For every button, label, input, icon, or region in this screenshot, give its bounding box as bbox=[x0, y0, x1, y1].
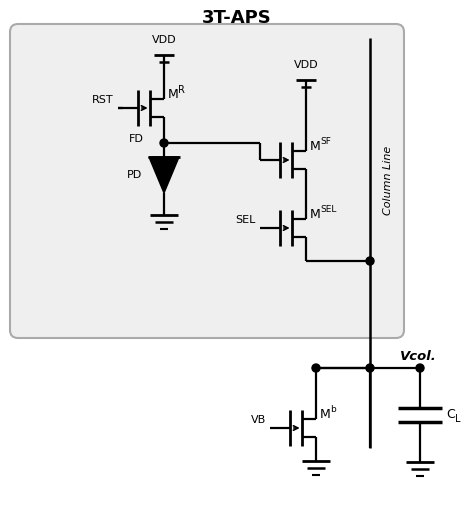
Text: VB: VB bbox=[251, 415, 266, 425]
Polygon shape bbox=[149, 157, 179, 193]
Text: FD: FD bbox=[129, 134, 144, 144]
Text: M: M bbox=[320, 408, 331, 420]
Text: b: b bbox=[330, 404, 336, 413]
Text: Column Line: Column Line bbox=[383, 145, 393, 214]
Circle shape bbox=[312, 364, 320, 372]
Text: M: M bbox=[310, 208, 321, 221]
Text: R: R bbox=[178, 85, 185, 95]
FancyBboxPatch shape bbox=[10, 24, 404, 338]
Text: M: M bbox=[168, 88, 179, 100]
Text: Vcol.: Vcol. bbox=[400, 350, 437, 363]
Text: 3T-APS: 3T-APS bbox=[202, 9, 272, 27]
Circle shape bbox=[416, 364, 424, 372]
Text: VDD: VDD bbox=[294, 60, 319, 70]
Text: C: C bbox=[446, 409, 455, 421]
Circle shape bbox=[366, 364, 374, 372]
Circle shape bbox=[160, 139, 168, 147]
Text: RST: RST bbox=[92, 95, 114, 105]
Text: VDD: VDD bbox=[152, 35, 176, 45]
Text: M: M bbox=[310, 139, 321, 153]
Text: L: L bbox=[455, 414, 461, 424]
Text: SEL: SEL bbox=[320, 204, 337, 213]
Text: SEL: SEL bbox=[236, 215, 256, 225]
Circle shape bbox=[366, 257, 374, 265]
Text: SF: SF bbox=[320, 137, 331, 146]
Text: PD: PD bbox=[127, 170, 142, 180]
